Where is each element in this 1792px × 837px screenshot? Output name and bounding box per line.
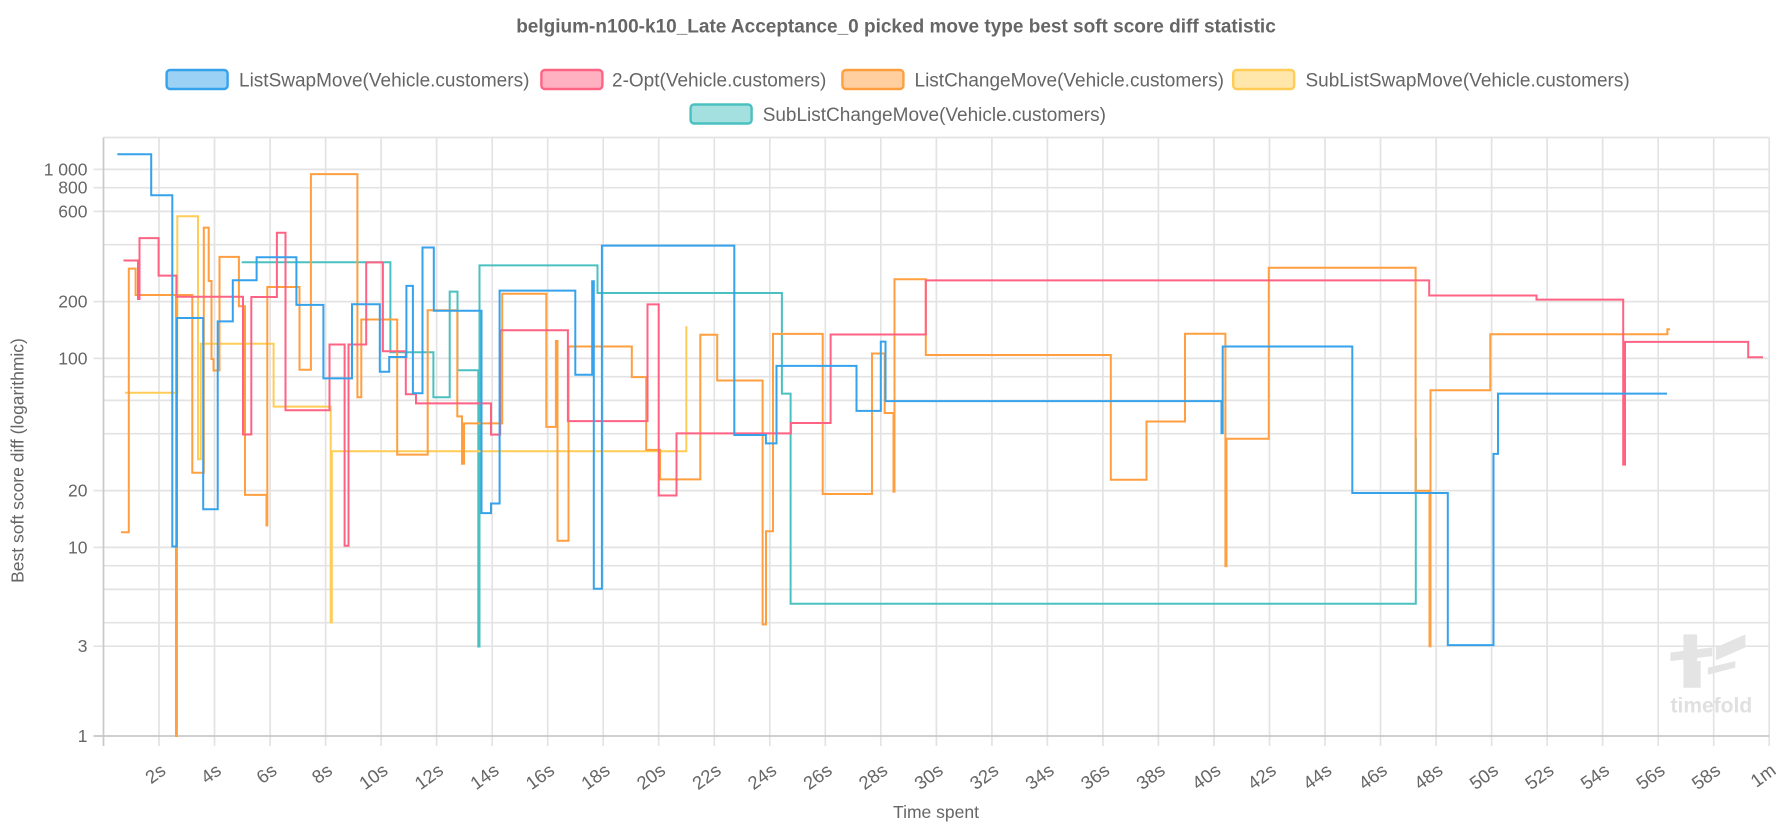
svg-text:Time spent: Time spent [893,802,979,822]
svg-text:20: 20 [68,481,88,501]
svg-text:1 000: 1 000 [44,159,88,179]
svg-text:600: 600 [58,201,87,221]
svg-text:timefold: timefold [1671,695,1753,718]
svg-text:200: 200 [58,292,87,312]
svg-text:10: 10 [68,537,88,557]
svg-text:1: 1 [78,726,88,746]
svg-text:SubListChangeMove(Vehicle.cust: SubListChangeMove(Vehicle.customers) [763,105,1106,126]
svg-text:2-Opt(Vehicle.customers): 2-Opt(Vehicle.customers) [612,71,826,92]
svg-text:800: 800 [58,178,87,198]
svg-text:ListSwapMove(Vehicle.customers: ListSwapMove(Vehicle.customers) [239,71,529,92]
svg-text:3: 3 [78,636,88,656]
svg-text:ListChangeMove(Vehicle.custome: ListChangeMove(Vehicle.customers) [915,71,1224,92]
svg-text:belgium-n100-k10_Late Acceptan: belgium-n100-k10_Late Acceptance_0 picke… [516,17,1276,38]
svg-text:100: 100 [58,348,87,368]
svg-text:Best soft score diff (logarith: Best soft score diff (logarithmic) [8,338,28,583]
svg-text:SubListSwapMove(Vehicle.custom: SubListSwapMove(Vehicle.customers) [1306,71,1630,92]
